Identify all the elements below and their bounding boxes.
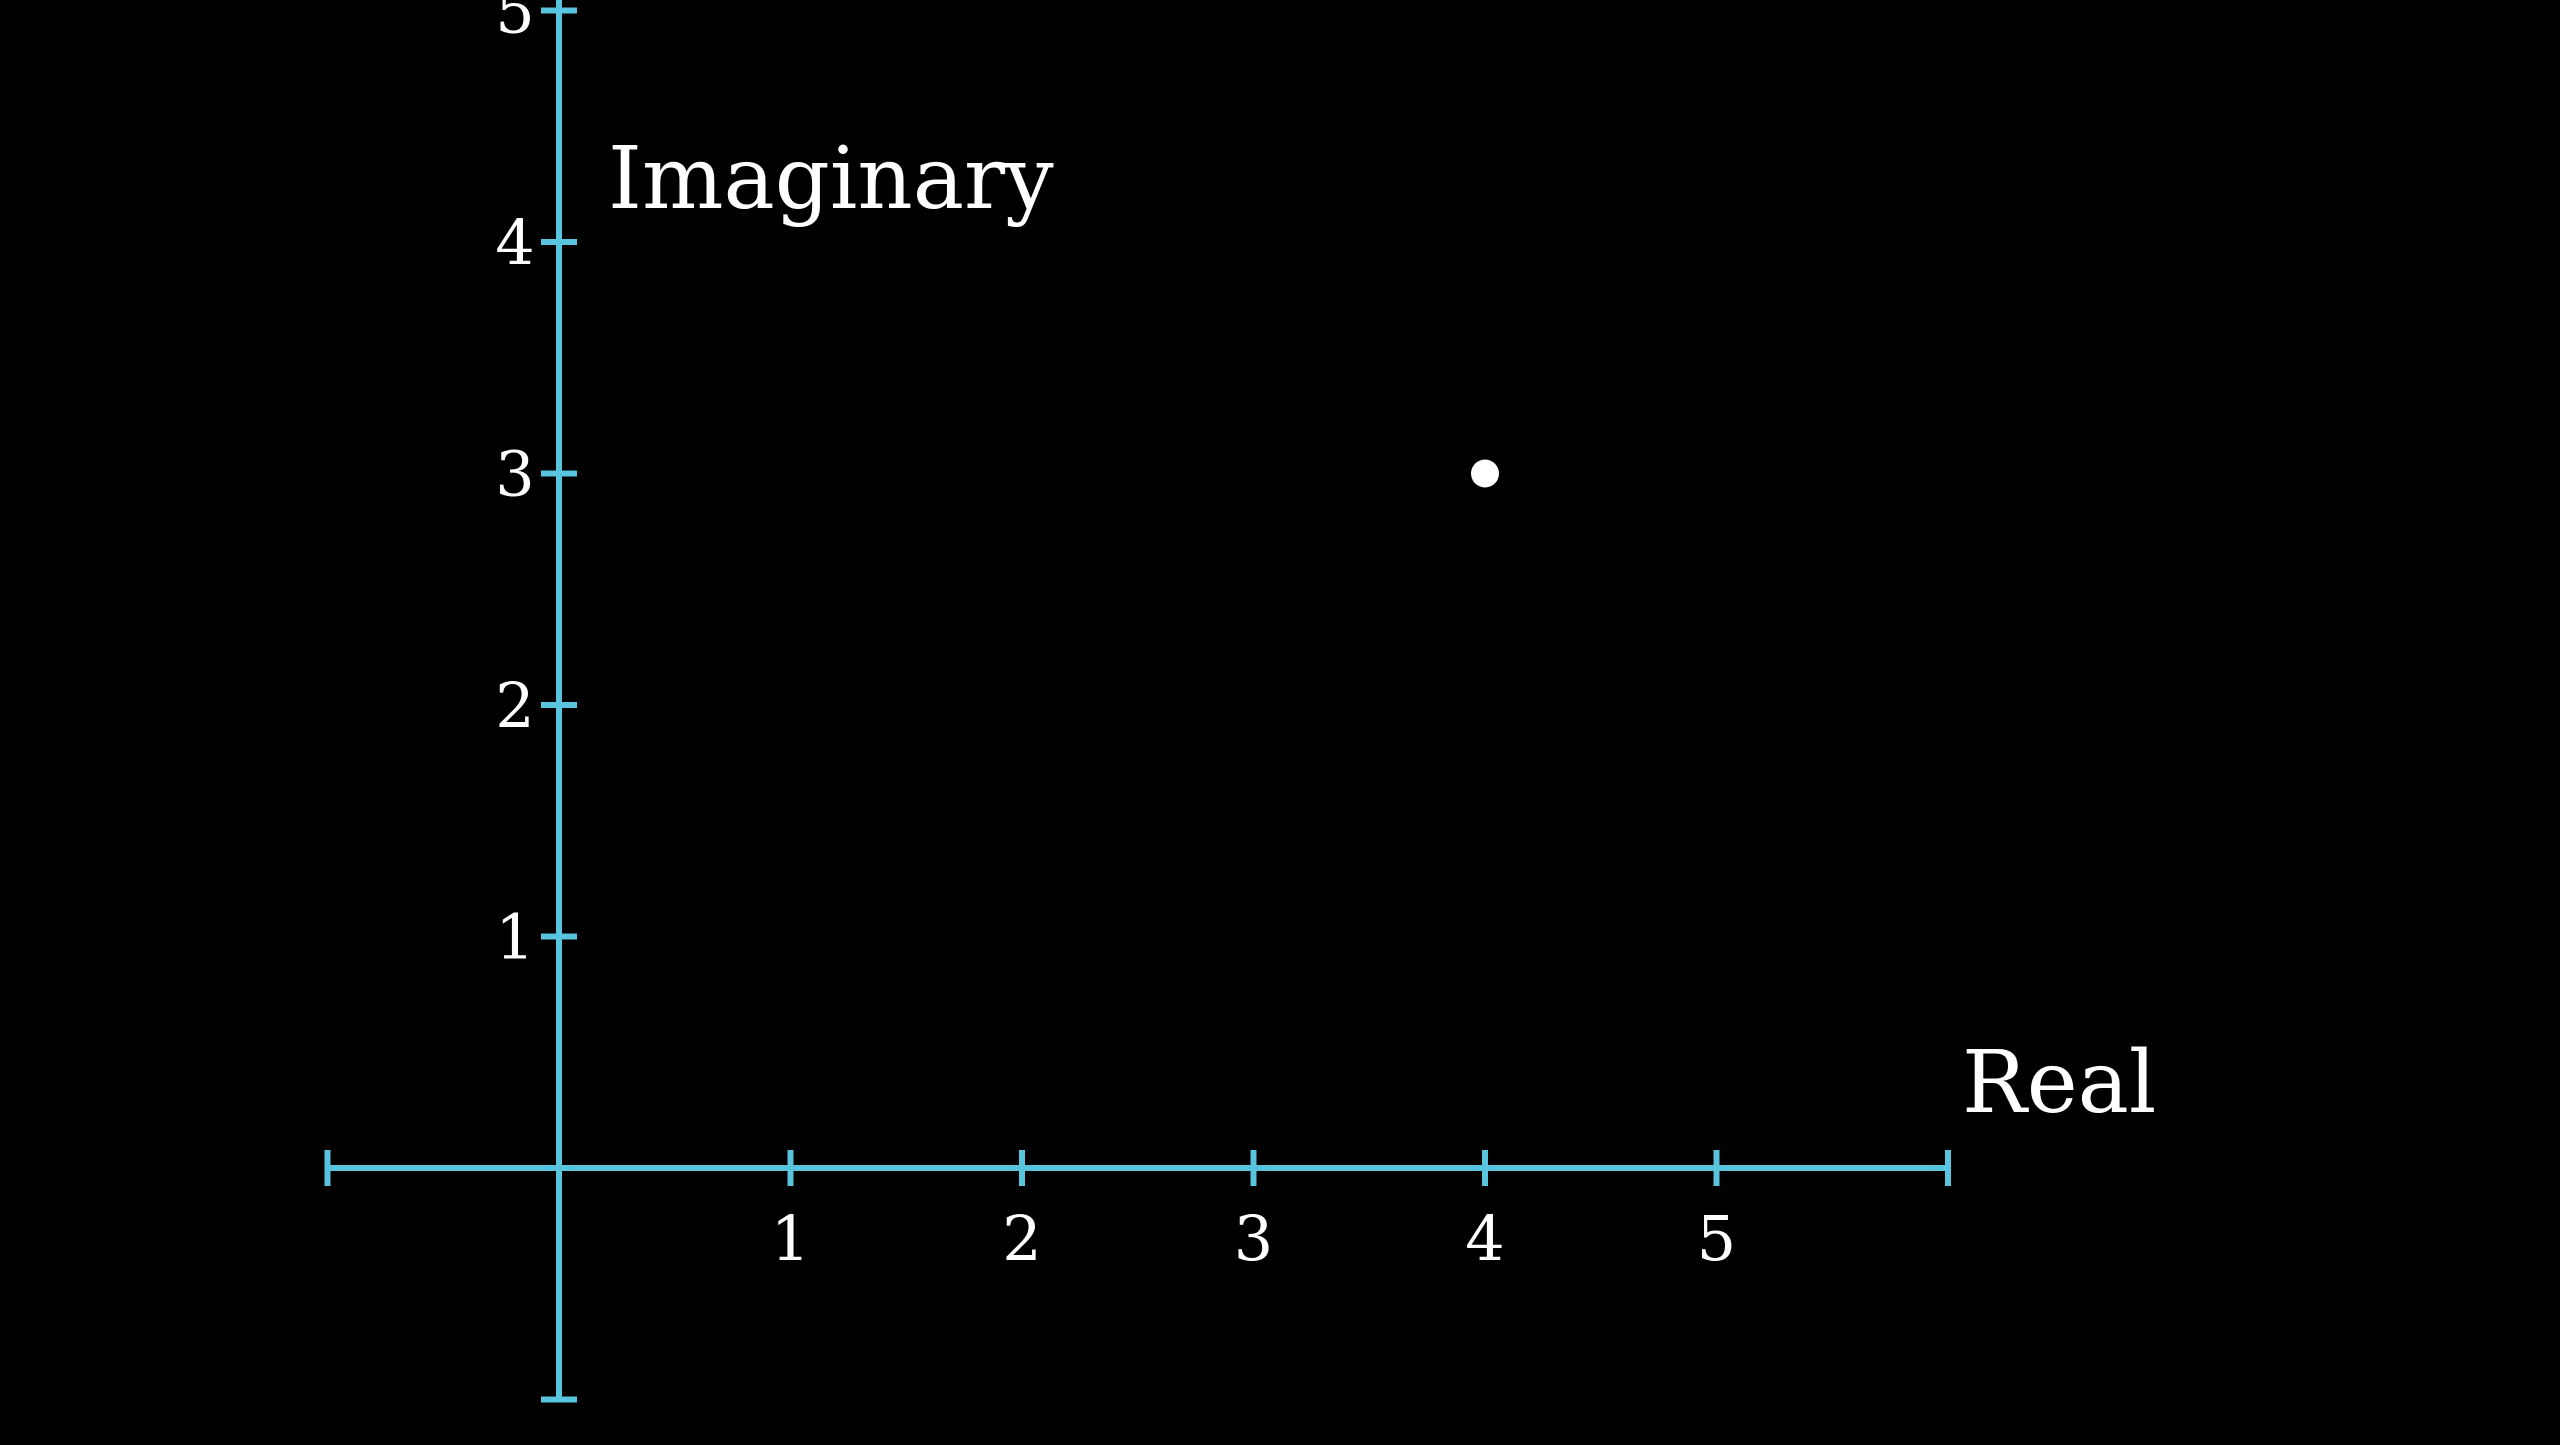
y-tick-label: 5 (495, 0, 534, 48)
y-axis-title: Imaginary (608, 129, 1054, 229)
x-tick-label: 1 (771, 1202, 810, 1275)
axes (324, 0, 1951, 1403)
y-tick-label: 3 (495, 438, 534, 511)
y-tick-label: 4 (495, 206, 534, 279)
ticks (541, 7, 1720, 1186)
data-point (1471, 459, 1499, 488)
tick-labels: 1 2 3 4 5 1 2 3 4 5 (495, 0, 1736, 1275)
x-axis-title: Real (1962, 1033, 2156, 1133)
y-tick-label: 1 (495, 901, 534, 974)
x-tick-label: 2 (1002, 1202, 1041, 1275)
x-tick-label: 4 (1465, 1202, 1504, 1275)
x-tick-label: 5 (1697, 1202, 1736, 1275)
x-tick-label: 3 (1234, 1202, 1273, 1275)
y-tick-label: 2 (495, 669, 534, 742)
data-points (1471, 459, 1499, 488)
